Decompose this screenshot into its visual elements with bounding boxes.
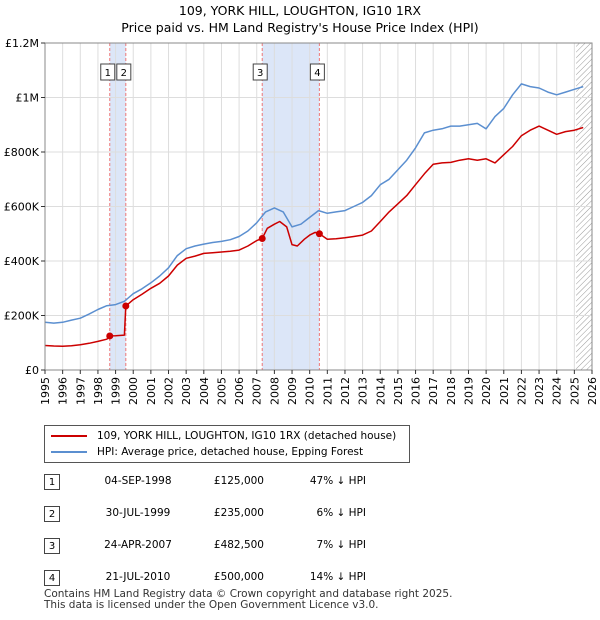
y-tick-label: £200K bbox=[4, 310, 40, 323]
sale-hpi-diff: 47% ↓ HPI bbox=[309, 475, 366, 487]
table-row: 4 21-JUL-2010 £500,000 14% ↓ HPI bbox=[44, 570, 544, 586]
x-tick-label: 2006 bbox=[233, 377, 246, 405]
x-tick-label: 2002 bbox=[163, 377, 176, 405]
x-tick-label: 1996 bbox=[57, 377, 70, 405]
table-row: 2 30-JUL-1999 £235,000 6% ↓ HPI bbox=[44, 506, 544, 522]
sale-price: £482,500 bbox=[213, 539, 264, 551]
legend: 109, YORK HILL, LOUGHTON, IG10 1RX (deta… bbox=[44, 425, 410, 463]
x-tick-label: 1997 bbox=[74, 377, 87, 405]
sale-label-box bbox=[100, 63, 116, 81]
x-tick-label: 2025 bbox=[568, 377, 581, 405]
sale-number-badge: 1 bbox=[44, 474, 60, 490]
sale-hpi-diff: 14% ↓ HPI bbox=[309, 571, 366, 583]
x-tick-label: 1999 bbox=[110, 377, 123, 405]
x-tick-label: 2024 bbox=[551, 377, 564, 405]
chart-subtitle: Price paid vs. HM Land Registry's House … bbox=[121, 20, 479, 35]
sale-label-number: 4 bbox=[314, 68, 320, 79]
sale-price: £125,000 bbox=[213, 475, 264, 487]
x-tick-label: 2008 bbox=[268, 377, 281, 405]
footer-line-1: Contains HM Land Registry data © Crown c… bbox=[44, 588, 453, 600]
sale-hpi-diff: 7% ↓ HPI bbox=[316, 539, 366, 551]
sale-label-box bbox=[309, 63, 325, 81]
sale-number-badge: 2 bbox=[44, 506, 60, 522]
sale-label-number: 2 bbox=[121, 68, 127, 79]
sale-point bbox=[258, 235, 266, 243]
sale-label-number: 3 bbox=[257, 68, 263, 79]
chart-title: 109, YORK HILL, LOUGHTON, IG10 1RX bbox=[178, 3, 422, 18]
x-tick-label: 2009 bbox=[286, 377, 299, 405]
x-tick-label: 2004 bbox=[198, 377, 211, 405]
x-tick-label: 2010 bbox=[304, 377, 317, 405]
x-tick-label: 2023 bbox=[533, 377, 546, 405]
legend-item-hpi: HPI: Average price, detached house, Eppi… bbox=[51, 444, 363, 460]
table-row: 3 24-APR-2007 £482,500 7% ↓ HPI bbox=[44, 538, 544, 554]
sale-date: 21-JUL-2010 bbox=[105, 571, 171, 583]
sale-point bbox=[106, 332, 114, 340]
x-tick-label: 2001 bbox=[145, 377, 158, 405]
y-tick-label: £400K bbox=[4, 255, 40, 268]
x-tick-label: 2015 bbox=[392, 377, 405, 405]
sale-date: 24-APR-2007 bbox=[104, 539, 172, 551]
x-tick-label: 2026 bbox=[586, 377, 599, 405]
x-tick-label: 2005 bbox=[215, 377, 228, 405]
sale-price: £500,000 bbox=[213, 571, 264, 583]
legend-swatch-hpi bbox=[51, 451, 87, 453]
legend-label-property: 109, YORK HILL, LOUGHTON, IG10 1RX (deta… bbox=[97, 430, 397, 442]
legend-swatch-property bbox=[51, 435, 87, 437]
legend-item-property: 109, YORK HILL, LOUGHTON, IG10 1RX (deta… bbox=[51, 428, 396, 444]
x-tick-label: 2017 bbox=[427, 377, 440, 405]
x-tick-label: 2007 bbox=[251, 377, 264, 405]
sale-label-box bbox=[252, 63, 268, 81]
x-tick-label: 2003 bbox=[180, 377, 193, 405]
sale-point bbox=[122, 302, 130, 310]
sale-date: 30-JUL-1999 bbox=[105, 507, 171, 519]
hpi-line bbox=[44, 83, 584, 324]
sale-number-badge: 3 bbox=[44, 538, 60, 554]
sale-label-box bbox=[116, 63, 132, 81]
y-tick-label: £0 bbox=[25, 364, 39, 377]
legend-label-hpi: HPI: Average price, detached house, Eppi… bbox=[97, 446, 364, 458]
x-tick-label: 2013 bbox=[357, 377, 370, 405]
x-tick-label: 2014 bbox=[374, 377, 387, 405]
x-tick-label: 2021 bbox=[498, 377, 511, 405]
sale-point bbox=[315, 230, 323, 238]
y-tick-label: £1M bbox=[16, 92, 40, 105]
x-tick-label: 2012 bbox=[339, 377, 352, 405]
x-tick-label: 2011 bbox=[321, 377, 334, 405]
x-tick-label: 2019 bbox=[462, 377, 475, 405]
x-tick-label: 2016 bbox=[410, 377, 423, 405]
y-tick-label: £1.2M bbox=[5, 37, 39, 50]
y-tick-label: £800K bbox=[4, 146, 40, 159]
sale-date: 04-SEP-1998 bbox=[104, 475, 172, 487]
x-tick-label: 2000 bbox=[127, 377, 140, 405]
sale-price: £235,000 bbox=[213, 507, 264, 519]
footer-line-2: This data is licensed under the Open Gov… bbox=[44, 599, 379, 611]
y-tick-label: £600K bbox=[4, 201, 40, 214]
sale-hpi-diff: 6% ↓ HPI bbox=[316, 507, 366, 519]
x-tick-label: 1998 bbox=[92, 377, 105, 405]
x-tick-label: 1995 bbox=[39, 377, 52, 405]
x-tick-label: 2022 bbox=[515, 377, 528, 405]
table-row: 1 04-SEP-1998 £125,000 47% ↓ HPI bbox=[44, 474, 544, 490]
sale-label-number: 1 bbox=[105, 68, 111, 79]
x-tick-label: 2020 bbox=[480, 377, 493, 405]
x-tick-label: 2018 bbox=[445, 377, 458, 405]
footer-attribution: Contains HM Land Registry data © Crown c… bbox=[44, 589, 452, 611]
sale-number-badge: 4 bbox=[44, 570, 60, 586]
